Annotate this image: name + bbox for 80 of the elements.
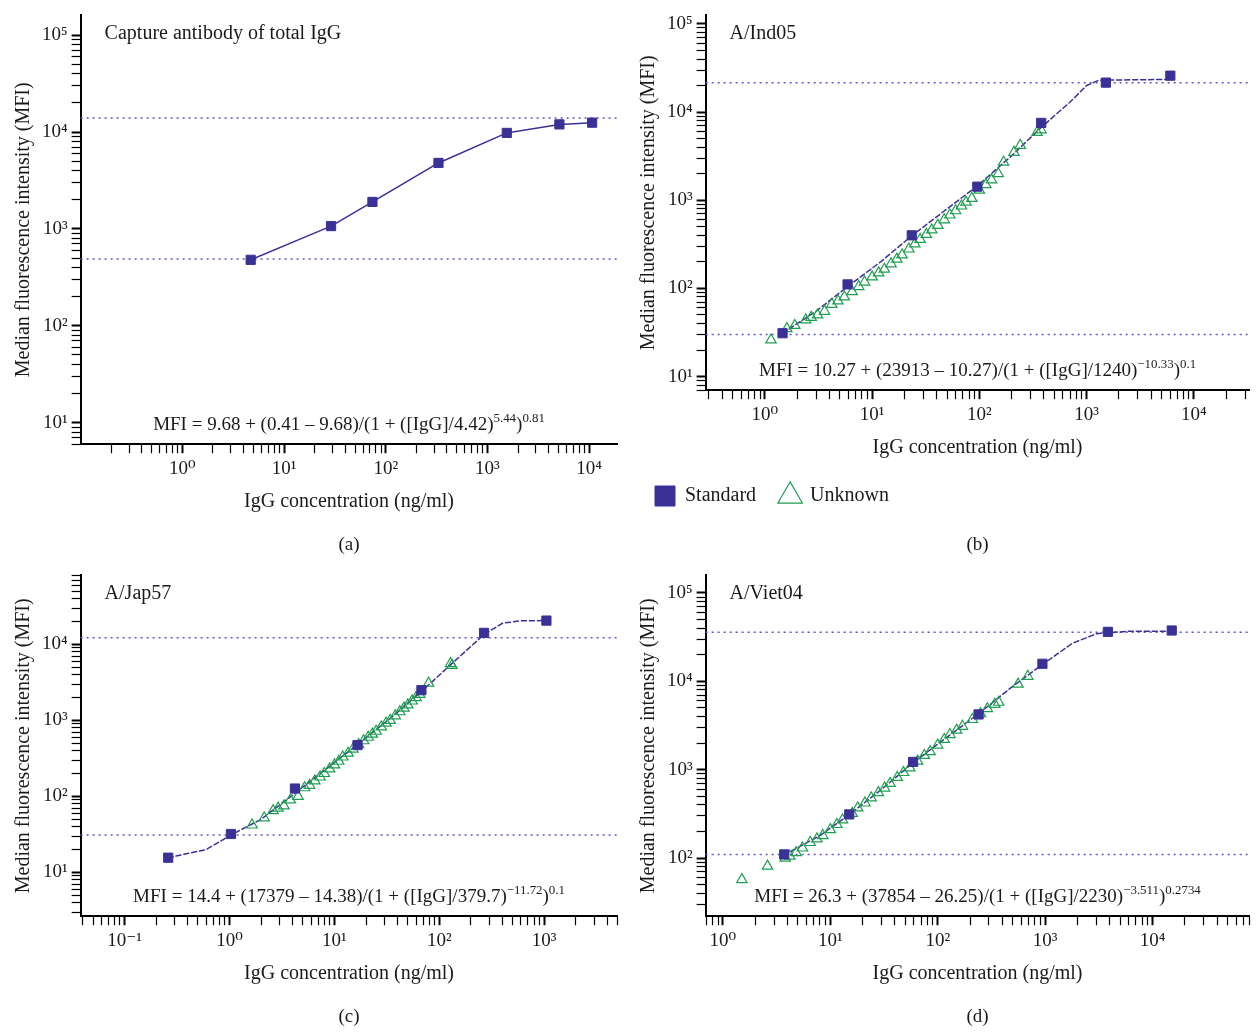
y-tick-label: 10⁴	[42, 632, 68, 654]
x-tick-label: 10²	[925, 928, 951, 950]
y-axis-title: Median fluorescence intensity (MFI)	[11, 598, 35, 894]
text: (a)	[338, 533, 360, 555]
x-tick-label: 10⁰	[751, 402, 779, 424]
x-tick-label: 10²	[373, 456, 399, 478]
point	[865, 791, 877, 802]
y-tick-label: 10⁴	[42, 120, 68, 142]
point	[938, 732, 951, 744]
point	[824, 823, 837, 834]
y-tick-label: 10¹	[42, 860, 68, 882]
point	[891, 770, 904, 781]
x-tick-label: 10¹	[271, 456, 297, 478]
y-axis-title: Median fluorescence intensity (MFI)	[636, 598, 660, 894]
chart-title: A/Ind05	[729, 21, 797, 44]
y-tick-label: 10²	[42, 784, 68, 806]
chart-title: Capture antibody of total IgG	[104, 21, 342, 45]
point	[831, 817, 843, 829]
y-tick-label: 10⁵	[667, 580, 693, 602]
x-tick-label: 10³	[475, 456, 501, 478]
x-tick-label: 10⁰	[709, 928, 737, 950]
x-tick-label: 10⁴	[1139, 928, 1166, 950]
point	[992, 695, 1005, 706]
point	[931, 738, 944, 749]
y-tick-label: 10⁵	[667, 11, 693, 33]
y-tick-label: 10³	[42, 216, 68, 238]
point	[878, 781, 891, 792]
text: (c)	[338, 1005, 360, 1027]
x-tick-label: 10²	[426, 928, 452, 950]
point	[804, 835, 817, 847]
y-axis-title: Median fluorescence intensity (MFI)	[11, 82, 35, 378]
x-tick-label: 10⁰	[169, 456, 197, 478]
x-tick-label: 10¹	[859, 402, 885, 424]
x-tick-label: 10⁴	[1181, 402, 1208, 424]
x-axis-title: IgG concentration (ng/ml)	[244, 961, 455, 985]
y-tick-label: 10³	[42, 708, 68, 730]
point	[956, 719, 969, 730]
text: (b)	[966, 533, 989, 555]
point	[944, 727, 956, 739]
point	[966, 712, 979, 724]
legend-label: Unknown	[810, 483, 889, 506]
y-tick-label: 10⁴	[667, 100, 693, 122]
y-tick-label: 10²	[42, 313, 68, 335]
y-tick-label: 10⁴	[667, 669, 693, 691]
chart-title: A/Viet04	[729, 581, 803, 604]
x-tick-label: 10¹	[322, 928, 348, 950]
y-tick-label: 10²	[667, 276, 693, 298]
x-axis-title: IgG concentration (ng/ml)	[244, 489, 455, 513]
point	[924, 745, 936, 756]
y-tick-label: 10¹	[667, 364, 693, 386]
y-tick-label: 10⁵	[42, 23, 68, 45]
point	[950, 723, 963, 734]
text: (d)	[966, 1005, 989, 1027]
point	[790, 846, 802, 857]
x-axis-title: IgG concentration (ng/ml)	[872, 961, 1083, 985]
point	[918, 748, 931, 760]
x-tick-label: 10²	[967, 402, 993, 424]
x-tick-label: 10³	[1032, 928, 1058, 950]
y-tick-label: 10³	[667, 757, 693, 779]
x-tick-label: 10³	[1074, 402, 1100, 424]
point	[816, 828, 829, 840]
x-tick-label: 10¹	[817, 928, 843, 950]
x-tick-label: 10⁴	[576, 456, 603, 478]
point	[811, 832, 823, 843]
y-axis-title: Median fluorescence intensity (MFI)	[636, 55, 660, 351]
x-tick-label: 10³	[531, 928, 557, 950]
point	[897, 765, 910, 777]
legend-label: Standard	[685, 483, 757, 506]
point	[872, 786, 885, 797]
y-tick-label: 10²	[667, 846, 693, 868]
y-tick-label: 10³	[667, 188, 693, 210]
x-tick-label: 10⁰	[216, 928, 244, 950]
x-tick-label: 10⁻¹	[107, 928, 143, 950]
chart-title: A/Jap57	[104, 581, 172, 605]
point	[884, 776, 896, 787]
point	[796, 841, 809, 852]
point	[851, 801, 864, 812]
x-axis-title: IgG concentration (ng/ml)	[872, 435, 1083, 459]
point	[836, 813, 849, 824]
point	[859, 796, 871, 807]
